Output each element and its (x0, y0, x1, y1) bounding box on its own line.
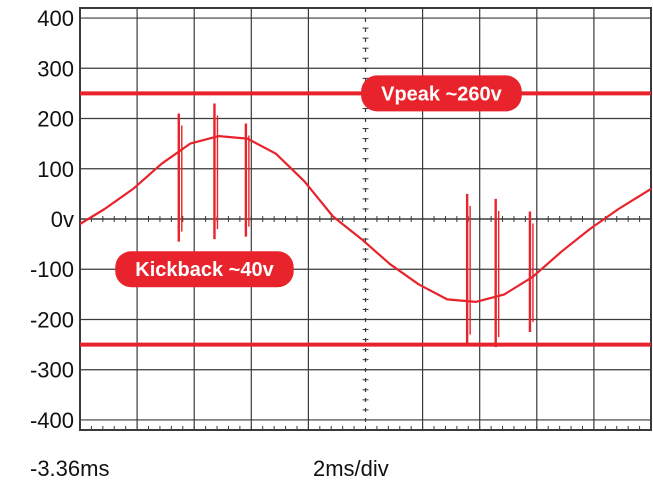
annotation-pill-bg (361, 75, 522, 112)
grid (79, 7, 652, 431)
y-tick-label: -100 (30, 257, 74, 282)
y-tick-label: -400 (30, 408, 74, 433)
annotation-text: Kickback ~40v (135, 259, 274, 281)
annotation-text: Vpeak ~260v (381, 83, 503, 105)
x-scale-label: 2ms/div (313, 456, 389, 481)
y-tick-label: 100 (37, 157, 74, 182)
trace (79, 103, 652, 348)
x-start-label: -3.36ms (30, 456, 109, 481)
signal-trace (79, 135, 652, 303)
annotations: Vpeak ~260v Kickback ~40v (115, 75, 522, 288)
y-tick-label: 300 (37, 56, 74, 81)
y-tick-label: 200 (37, 107, 74, 132)
annotation-pill: Kickback ~40v (115, 251, 294, 288)
y-tick-label: -300 (30, 358, 74, 383)
y-tick-label: -200 (30, 307, 74, 332)
annotation-pill: Vpeak ~260v (361, 75, 522, 112)
y-tick-labels: 400 300 200 100 0v -100 -200 -300 -400 (30, 6, 74, 433)
y-tick-label: 400 (37, 6, 74, 31)
annotation-pill-bg (115, 251, 294, 288)
y-tick-label: 0v (51, 207, 74, 232)
